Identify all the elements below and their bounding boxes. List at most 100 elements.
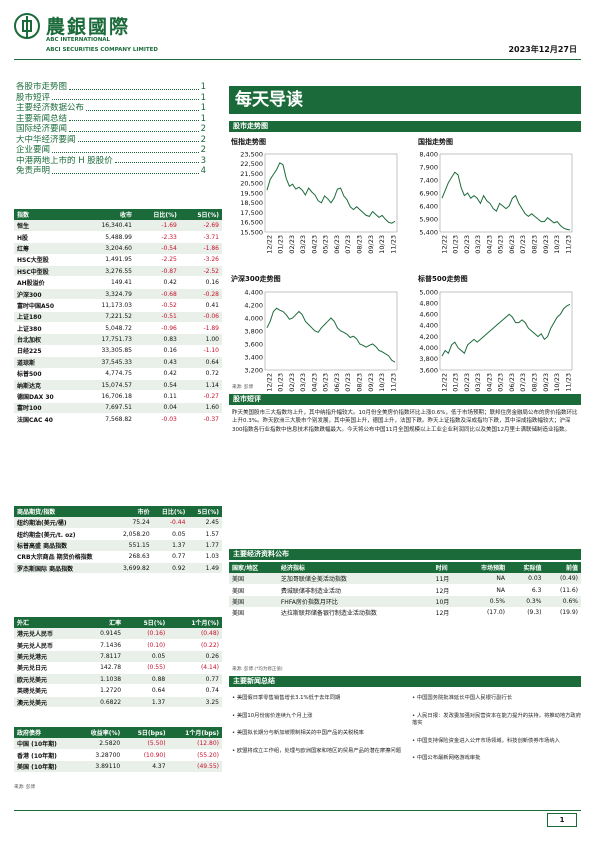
x-tick-label: 01/23 bbox=[452, 235, 460, 254]
toc-item[interactable]: 国际经济要闻 2 bbox=[16, 124, 206, 135]
table-cell: -3.71 bbox=[179, 231, 222, 244]
table-cell: 富时中国A50 bbox=[14, 299, 80, 312]
y-tick-label: 19,500 bbox=[240, 189, 263, 197]
table-cell: -2.52 bbox=[179, 265, 222, 278]
table-row: 中国 (10年期) 2.5820 (5.50) (12.80) bbox=[14, 738, 222, 750]
toc-item[interactable]: 主要经济数据公布 1 bbox=[16, 103, 206, 114]
column-header: 外汇 bbox=[14, 617, 82, 628]
table-cell: (0.48) bbox=[168, 628, 222, 640]
toc-label: 各股市走势图 bbox=[16, 82, 68, 92]
x-tick-label: 01/23 bbox=[277, 235, 285, 254]
bond-source-note: 来源: 彭博 bbox=[14, 785, 35, 790]
y-tick-label: 5,400 bbox=[419, 228, 438, 236]
table-cell: (11.6) bbox=[559, 586, 578, 594]
x-tick-label: 08/23 bbox=[530, 235, 538, 254]
table-cell: 美元兑港元 bbox=[14, 650, 82, 663]
news-item: • 美国拟长期分与新加坡限制相关的中国产品的关税税率 bbox=[232, 730, 402, 738]
toc-page: 2 bbox=[200, 124, 206, 134]
table-header-row: 商品期货/指数 市价 日比(%) 5日(%) bbox=[14, 506, 222, 517]
x-tick-label: 05/23 bbox=[497, 373, 505, 392]
table-cell: 标普500 bbox=[14, 368, 80, 380]
column-header: 5日(bps) bbox=[123, 727, 169, 738]
brand-name-cn: 農銀國際 bbox=[46, 16, 131, 38]
news-text: 美国假日季零售销售增长3.1%低于去年同期 bbox=[236, 695, 341, 701]
toc-item[interactable]: 各股市走势图 1 bbox=[16, 82, 206, 93]
table-row: 恒生 16,340.41 -1.69 -2.69 bbox=[14, 220, 222, 232]
table-row: 英磅兑美元 1.2720 0.64 0.74 bbox=[14, 684, 222, 697]
table-cell: 港元兑人民币 bbox=[14, 628, 82, 640]
plot-frame bbox=[264, 153, 398, 233]
table-row: 纳斯达克 15,074.57 0.54 1.14 bbox=[14, 379, 222, 392]
x-tick-label: 07/23 bbox=[519, 235, 527, 254]
table-cell: 12月 bbox=[435, 610, 450, 618]
toc-item[interactable]: 主要新闻总结 1 bbox=[16, 114, 206, 125]
table-cell: 1.03 bbox=[188, 551, 222, 564]
table-header-row: 指数 收市 日比(%) 5日(%) bbox=[14, 209, 222, 220]
x-tick-label: 04/23 bbox=[310, 235, 318, 254]
toc-item[interactable]: 免责声明 4 bbox=[16, 166, 206, 177]
table-cell: 17,751.73 bbox=[79, 333, 135, 346]
table-cell: 3,276.55 bbox=[79, 265, 135, 278]
table-row: 美元兑日元 142.78 (0.55) (4.14) bbox=[14, 662, 222, 675]
table-cell: -0.37 bbox=[179, 413, 222, 426]
toc-item[interactable]: 大中华经济要闻 2 bbox=[16, 135, 206, 146]
x-tick-label: 10/23 bbox=[553, 235, 561, 254]
table-cell: HSC大型股 bbox=[14, 254, 80, 267]
column-header: 汇率 bbox=[81, 617, 125, 628]
table-cell: 3,204.60 bbox=[79, 242, 135, 255]
column-header: 市价 bbox=[113, 506, 153, 517]
brand-name-en: ABC INTERNATIONAL bbox=[46, 37, 111, 43]
table-cell: 16,706.18 bbox=[79, 390, 135, 403]
table-cell: 美国 bbox=[229, 573, 278, 585]
toc-item[interactable]: 股市短评 1 bbox=[16, 93, 206, 104]
table-cell: (12.80) bbox=[168, 738, 222, 750]
x-tick-label: 03/23 bbox=[299, 373, 307, 392]
x-tick-label: 10/23 bbox=[553, 373, 561, 392]
toc-leader bbox=[69, 114, 199, 121]
table-cell: -2.69 bbox=[179, 220, 222, 232]
table-cell: 7.1436 bbox=[81, 639, 125, 652]
x-tick-label: 06/23 bbox=[333, 235, 341, 254]
column-header: 收益率(%) bbox=[75, 727, 124, 738]
chart-title-hscei: 国指走势图 bbox=[418, 138, 453, 146]
news-right-column: • 中国国务院批准延长中国人民银行副行长 • 人民日报：发改委加强对民营资本在能力… bbox=[412, 695, 582, 773]
toc-item[interactable]: 中港两地上市的 H 股股价 3 bbox=[16, 156, 206, 167]
table-cell: 0.54 bbox=[135, 379, 180, 392]
news-text: 中国支持保险资金进入公开市场领域，科技创新债券市场纳入 bbox=[416, 737, 560, 744]
table-cell: 0.77 bbox=[168, 673, 222, 686]
table-cell: -1.69 bbox=[135, 220, 180, 232]
table-cell: HSC中型股 bbox=[14, 265, 80, 278]
toc-item[interactable]: 企业要闻 2 bbox=[16, 145, 206, 156]
x-tick-label: 02/23 bbox=[463, 235, 471, 254]
table-cell: 美国 (10年期) bbox=[14, 760, 76, 773]
table-cell: 美国 bbox=[232, 610, 245, 618]
news-item: • 人民日报：发改委加强对民营资本在能力提升的扶持，将推动地方政府落实 bbox=[412, 713, 582, 728]
table-cell: 551.15 bbox=[113, 539, 153, 552]
news-text: 欧盟将成立工作组，处理与欧洲国家和地区的贸易产品的潜在摩擦问题 bbox=[236, 747, 402, 754]
y-tick-label: 4,000 bbox=[419, 344, 438, 352]
table-cell: 1.49 bbox=[188, 562, 222, 575]
table-row: CRB大宗商品 期货价格指数 268.63 0.77 1.03 bbox=[14, 551, 222, 564]
x-tick-label: 04/23 bbox=[485, 235, 493, 254]
table-cell: 0.26 bbox=[168, 650, 222, 663]
report-date: 2023年12月27日 bbox=[508, 45, 577, 54]
table-cell: H股 bbox=[14, 231, 80, 244]
table-cell: (0.10) bbox=[124, 639, 169, 652]
table-row: 欧元兑美元 1.1038 0.88 0.77 bbox=[14, 673, 222, 686]
x-tick-label: 12/22 bbox=[265, 373, 273, 392]
x-tick-label: 07/23 bbox=[344, 373, 352, 392]
table-row: H股 5,488.99 -2.33 -3.71 bbox=[14, 231, 222, 244]
table-cell: 美国 bbox=[232, 587, 245, 595]
table-cell: 达拉斯联邦储备银行制造业活动指数 bbox=[280, 610, 377, 618]
table-cell: 沪深300 bbox=[14, 288, 80, 301]
news-item: • 欧盟将成立工作组，处理与欧洲国家和地区的贸易产品的潜在摩擦问题 bbox=[232, 748, 402, 756]
chart-title-hsi: 恒指走势图 bbox=[231, 138, 266, 146]
column-header: 经济指标 bbox=[277, 562, 433, 573]
table-cell: (4.14) bbox=[168, 662, 222, 675]
table-cell: 美国 bbox=[229, 595, 278, 608]
table-row: 道琼斯 37,545.33 0.43 0.64 bbox=[14, 356, 222, 369]
table-cell: 澳元兑美元 bbox=[14, 696, 82, 709]
table-cell: -0.68 bbox=[135, 288, 180, 301]
table-cell: -0.96 bbox=[135, 322, 180, 335]
series-line bbox=[441, 171, 571, 231]
